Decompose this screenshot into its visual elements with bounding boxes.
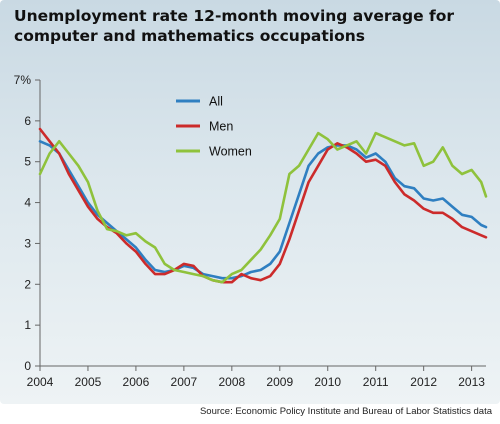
x-tick-label: 2006 (123, 375, 150, 389)
series-line-men (38, 127, 488, 284)
y-tick-label: 5 (24, 155, 31, 169)
legend-label-women: Women (209, 145, 252, 159)
y-tick-label: 6 (24, 114, 31, 128)
series-lines (38, 127, 488, 284)
y-tick-label: 1 (24, 318, 31, 332)
x-tick-label: 2010 (314, 375, 341, 389)
x-tick-label: 2005 (75, 375, 102, 389)
series-line-all (38, 140, 488, 280)
x-axis: 2004 2005 2006 2007 2008 2009 2010 2011 2012 2013 (27, 366, 485, 389)
series-line-women (38, 131, 488, 284)
x-tick-label: 2009 (266, 375, 293, 389)
legend-label-all: All (209, 95, 223, 109)
x-tick-label: 2012 (410, 375, 437, 389)
y-tick-label: 4 (24, 196, 31, 210)
x-tick-label: 2011 (363, 375, 389, 389)
legend: All Men Women (176, 95, 252, 159)
y-tick-label: 7% (14, 73, 32, 87)
chart-title: Unemployment rate 12-month moving averag… (14, 7, 455, 45)
x-tick-label: 2008 (218, 375, 245, 389)
legend-label-men: Men (209, 120, 233, 134)
y-axis: 0 1 2 3 4 5 6 7% (14, 73, 40, 373)
y-tick-label: 0 (24, 359, 31, 373)
y-tick-label: 3 (24, 236, 31, 250)
x-tick-label: 2007 (171, 375, 198, 389)
x-tick-label: 2004 (27, 375, 54, 389)
source-note: Source: Economic Policy Institute and Bu… (199, 406, 492, 417)
x-tick-label: 2013 (458, 375, 485, 389)
y-tick-label: 2 (24, 277, 31, 291)
